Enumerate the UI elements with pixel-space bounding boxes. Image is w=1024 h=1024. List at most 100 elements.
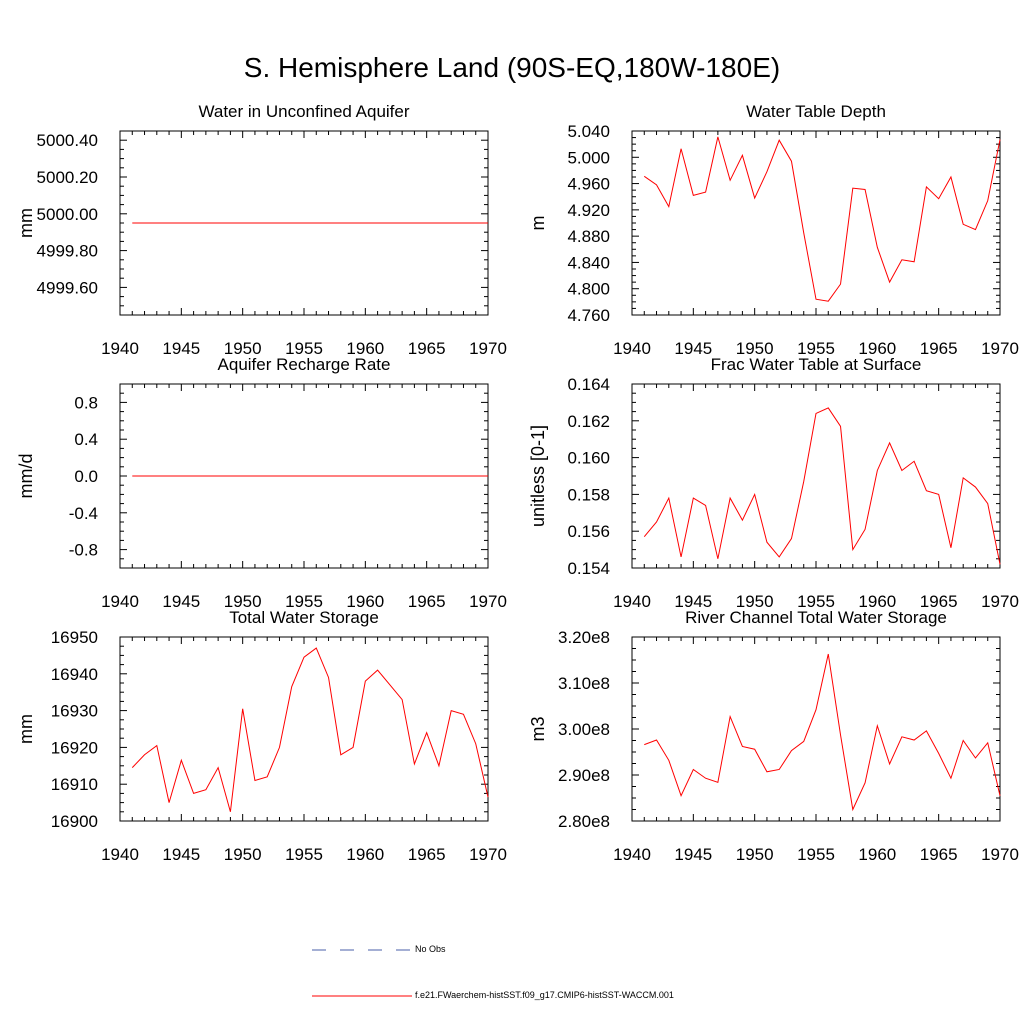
x-tick-label: 1960: [858, 845, 896, 864]
series-line-0: [131, 647, 489, 812]
y-axis-label: mm/d: [16, 454, 36, 499]
panel-title: Aquifer Recharge Rate: [218, 355, 391, 374]
x-tick-label: 1940: [101, 592, 139, 611]
y-tick-label: 2.90e8: [558, 766, 610, 785]
y-tick-label: 16950: [51, 628, 98, 647]
panel-frac-water-table-at-surface: Frac Water Table at Surface unitless [0-1…: [528, 355, 1019, 611]
y-tick-label: 4999.60: [37, 278, 98, 297]
y-tick-label: 16930: [51, 702, 98, 721]
legend: [312, 949, 412, 997]
panel-water-table-depth: Water Table Depth m 1940 1945 1950 1955 1960 19…: [528, 102, 1019, 358]
x-tick-label: 1955: [797, 339, 835, 358]
x-tick-label: 1955: [797, 845, 835, 864]
y-tick-label: 5.040: [567, 122, 610, 141]
series-line-0: [644, 653, 1001, 812]
y-tick-label: 2.80e8: [558, 812, 610, 831]
chart-panels: Water in Unconfined Aquifer mm 1940 1945 195…: [16, 102, 1019, 864]
x-tick-label: 1970: [981, 339, 1019, 358]
y-tick-label: 4.800: [567, 280, 610, 299]
x-tick-label: 1960: [858, 339, 896, 358]
y-tick-label: 5.000: [567, 148, 610, 167]
y-tick-label: 0.162: [567, 412, 610, 431]
x-tick-label: 1955: [285, 339, 323, 358]
y-tick-label: 0.0: [74, 467, 98, 486]
x-tick-label: 1945: [162, 339, 200, 358]
x-tick-label: 1950: [224, 845, 262, 864]
y-tick-label: 5000.20: [37, 168, 98, 187]
panel-total-water-storage: Total Water Storage mm 1940 1945 1950 1955 196…: [16, 608, 507, 864]
x-tick-label: 1940: [613, 339, 651, 358]
y-axis-label: unitless [0-1]: [528, 425, 548, 527]
y-tick-label: 16910: [51, 775, 98, 794]
x-tick-label: 1960: [346, 845, 384, 864]
y-tick-label: 16920: [51, 738, 98, 757]
series-line-0: [643, 407, 1001, 565]
x-tick-label: 1970: [981, 845, 1019, 864]
x-tick-label: 1950: [736, 845, 774, 864]
y-tick-label: 4.760: [567, 306, 610, 325]
x-tick-label: 1970: [981, 592, 1019, 611]
y-tick-label: 0.154: [567, 559, 610, 578]
y-tick-label: 4.840: [567, 253, 610, 272]
y-tick-label: 5000.00: [37, 205, 98, 224]
x-tick-label: 1940: [613, 845, 651, 864]
y-tick-label: -0.4: [69, 504, 98, 523]
x-tick-label: 1960: [346, 339, 384, 358]
x-tick-label: 1950: [736, 592, 774, 611]
x-tick-label: 1960: [858, 592, 896, 611]
x-tick-label: 1955: [285, 592, 323, 611]
series-line-0: [643, 136, 1001, 302]
y-tick-label: 3.20e8: [558, 628, 610, 647]
x-tick-label: 1965: [920, 592, 958, 611]
y-axis-label: mm: [16, 714, 36, 744]
y-tick-label: 4.960: [567, 175, 610, 194]
panel-aquifer-recharge-rate: Aquifer Recharge Rate mm/d 1940 1945 1950 195…: [16, 355, 507, 611]
y-axis-label: m: [528, 216, 548, 231]
x-tick-label: 1965: [408, 592, 446, 611]
y-tick-label: 0.156: [567, 522, 610, 541]
y-tick-label: 0.160: [567, 449, 610, 468]
panel-title: Water in Unconfined Aquifer: [198, 102, 409, 121]
panel-water-in-unconfined-aquifer: Water in Unconfined Aquifer mm 1940 1945 195…: [16, 102, 507, 358]
x-tick-label: 1950: [736, 339, 774, 358]
plot-frame: [119, 636, 489, 822]
y-tick-label: 3.10e8: [558, 674, 610, 693]
y-axis-label: mm: [16, 208, 36, 238]
panel-river-channel-total-water-storage: River Channel Total Water Storage m3 1940 1…: [528, 608, 1019, 864]
y-tick-label: 0.164: [567, 375, 610, 394]
x-tick-label: 1965: [408, 845, 446, 864]
panel-title: Water Table Depth: [746, 102, 886, 121]
y-tick-label: 3.00e8: [558, 720, 610, 739]
panel-title: River Channel Total Water Storage: [685, 608, 947, 627]
x-tick-label: 1940: [101, 339, 139, 358]
x-tick-label: 1970: [469, 845, 507, 864]
x-tick-label: 1950: [224, 592, 262, 611]
y-tick-label: 4.920: [567, 201, 610, 220]
y-tick-label: 0.4: [74, 430, 98, 449]
x-tick-label: 1940: [613, 592, 651, 611]
plot-frame: [631, 383, 1001, 569]
x-tick-label: 1970: [469, 339, 507, 358]
plot-frame: [631, 130, 1001, 316]
x-tick-label: 1955: [797, 592, 835, 611]
x-tick-label: 1945: [674, 592, 712, 611]
legend-label-no-obs: No Obs: [415, 944, 446, 954]
x-tick-label: 1965: [920, 339, 958, 358]
x-tick-label: 1950: [224, 339, 262, 358]
x-tick-label: 1940: [101, 845, 139, 864]
page-title: S. Hemisphere Land (90S-EQ,180W-180E): [243, 52, 781, 83]
x-tick-label: 1970: [469, 592, 507, 611]
x-tick-label: 1955: [285, 845, 323, 864]
x-tick-label: 1945: [674, 339, 712, 358]
legend-label-model-run: f.e21.FWaerchem-histSST.f09_g17.CMIP6-hi…: [415, 990, 674, 1000]
x-tick-label: 1945: [162, 592, 200, 611]
y-tick-label: 0.8: [74, 393, 98, 412]
y-axis-label: m3: [528, 716, 548, 741]
y-tick-label: 4999.80: [37, 242, 98, 261]
y-tick-label: 4.880: [567, 227, 610, 246]
x-tick-label: 1945: [674, 845, 712, 864]
y-tick-label: 0.158: [567, 485, 610, 504]
panel-title: Total Water Storage: [229, 608, 379, 627]
plot-frame: [631, 636, 1001, 822]
